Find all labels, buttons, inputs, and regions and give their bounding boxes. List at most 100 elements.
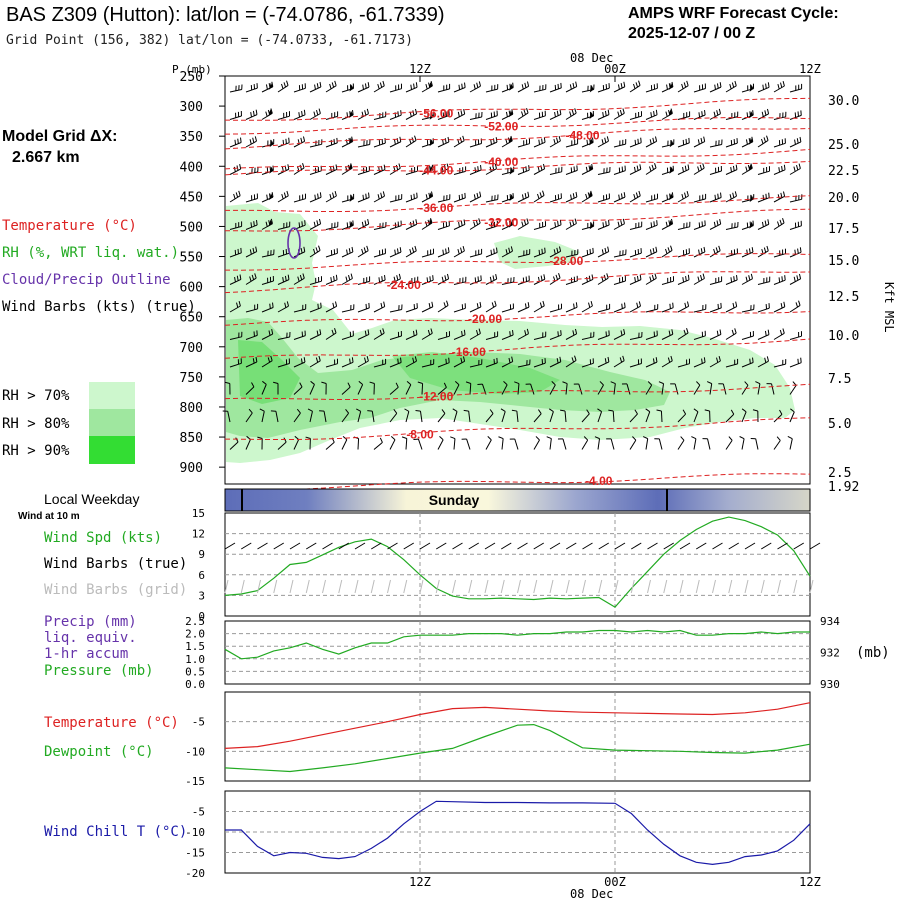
wind-barb: [319, 410, 327, 423]
wind-barb: [741, 357, 754, 368]
wind-barb: [229, 247, 242, 258]
cross-section-wind-barbs: [222, 80, 803, 450]
wind-barb: [277, 221, 291, 230]
rh-90-label: RH > 90%: [2, 443, 70, 459]
wind-barb: [245, 136, 257, 148]
wind-barb: [485, 110, 498, 120]
wind-barb: [357, 302, 370, 313]
liq-equiv-legend: liq. equiv.: [44, 630, 137, 646]
surface-wind-barb-grid: [338, 579, 343, 594]
wind-barbs-true-legend: Wind Barbs (true): [44, 556, 187, 572]
wind-barb: [469, 164, 482, 175]
wind-barb: [597, 356, 610, 368]
wind-barb: [706, 381, 713, 395]
panel-y-tick-label: 15: [192, 507, 205, 520]
wind-barb: [421, 328, 433, 340]
wind-barb: [485, 331, 499, 340]
wind-barb: [437, 436, 444, 450]
rh-70-label: RH > 70%: [2, 388, 70, 404]
surface-wind-barb: [647, 542, 658, 550]
rh-90-swatch: [89, 436, 135, 464]
wind-barb: [789, 136, 802, 148]
wind-barb: [656, 409, 663, 423]
wind-barb: [229, 221, 243, 230]
wind-barb: [693, 357, 706, 368]
wind-barb: [245, 83, 258, 93]
pressure-tick-label: 600: [180, 281, 203, 296]
wind-barb: [405, 192, 418, 203]
legend-wind-barbs: Wind Barbs (kts) (true): [2, 299, 196, 315]
wind-barb: [229, 84, 243, 93]
wind-barb: [629, 358, 642, 368]
wind-barb: [437, 136, 450, 148]
wind-barb: [693, 330, 706, 340]
panel-y-tick-label: -20: [185, 867, 205, 880]
wind-barb: [597, 381, 604, 395]
wind-barb: [613, 139, 627, 148]
wind-barb: [581, 358, 594, 368]
wind-barb: [757, 82, 770, 93]
wind-barb: [485, 300, 497, 313]
surface-wind-barb: [468, 542, 480, 550]
wind-barb: [725, 164, 738, 175]
wind-barb: [773, 359, 787, 368]
temperature-contour-labels: -56.00 -52.00 -48.00 -44.00 -40.00 -36.00 -32.…: [387, 107, 613, 488]
wind-barb: [469, 359, 483, 368]
series-line: [224, 702, 811, 749]
wind-barb: [773, 409, 783, 423]
surface-wind-barb-grid: [435, 579, 440, 594]
surface-wind-barb: [793, 542, 805, 550]
surface-wind-barb: [809, 542, 821, 550]
surface-wind-barb: [679, 542, 691, 550]
wind-barb: [581, 409, 590, 423]
wind-barb: [661, 192, 674, 203]
pressure-tick-label: 750: [180, 371, 203, 386]
wind-barb: [562, 381, 568, 395]
wind-barb: [613, 355, 625, 368]
pressure-tick-label: 550: [180, 251, 203, 266]
wind-barb: [741, 83, 755, 93]
panel-y-tick-label: 1.0: [185, 653, 205, 666]
pressure-tick-label: 934: [820, 615, 840, 628]
surface-wind-barb: [630, 542, 642, 550]
surface-wind-barb-grid: [679, 579, 684, 594]
wind-barb: [500, 408, 506, 423]
surface-wind-barb-grid: [387, 579, 391, 594]
wind-barb: [517, 302, 530, 313]
wind-barb: [453, 109, 466, 120]
wind-barb: [661, 245, 673, 258]
wind-barb: [325, 248, 338, 258]
wind-barb: [453, 192, 466, 203]
wind-barb: [309, 276, 323, 285]
wind-barb: [581, 137, 594, 148]
wind-barb: [469, 81, 481, 93]
pressure-tick-label: 500: [180, 220, 203, 235]
wind-barb: [245, 356, 258, 368]
wind-barb: [549, 246, 562, 258]
wind-barb: [709, 82, 722, 93]
surface-wind-barb: [403, 542, 415, 550]
surface-wind-barb-grid: [777, 579, 781, 594]
wind-barb: [357, 139, 371, 148]
wind-barb: [261, 355, 273, 368]
wind-barb: [389, 304, 403, 313]
wind-barb: [677, 301, 690, 313]
wind-barb: [645, 381, 653, 395]
surface-wind-barb: [273, 542, 285, 550]
wind-barb: [613, 81, 626, 93]
wind-barb: [581, 436, 589, 450]
surface-wind-barb-grid: [257, 579, 261, 594]
wind-barb: [307, 408, 313, 423]
panel-y-tick-label: -5: [192, 716, 205, 729]
temperature-contour-line: [224, 338, 811, 359]
wind-barb: [341, 435, 348, 450]
wind-barb: [773, 275, 786, 285]
wind-barb: [773, 218, 785, 230]
wind-barb: [629, 436, 637, 450]
wind-barb: [245, 273, 257, 285]
surface-wind-barb-grid: [712, 579, 716, 594]
wind-barb: [277, 111, 291, 120]
wind-barb: [789, 331, 803, 340]
wind-barb: [405, 166, 419, 175]
